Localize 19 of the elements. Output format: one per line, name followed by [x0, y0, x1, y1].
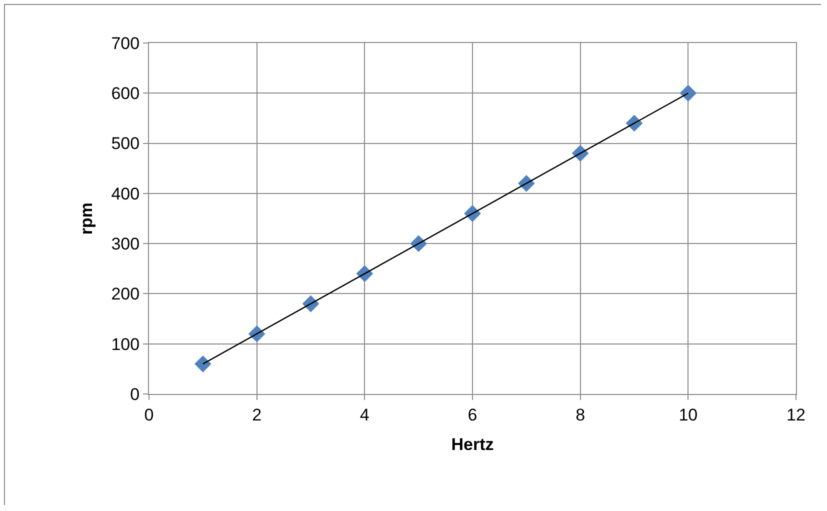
y-tick-label: 100 [111, 334, 140, 354]
x-tick-label: 6 [468, 405, 478, 424]
y-tick-label: 700 [111, 34, 140, 53]
x-tick-label: 2 [252, 405, 262, 424]
x-tick-label: 0 [144, 405, 154, 424]
x-axis-title: Hertz [451, 434, 494, 454]
x-tick-label: 12 [786, 405, 806, 424]
y-tick-label: 0 [130, 384, 140, 404]
x-tick-label: 8 [576, 405, 586, 424]
point [194, 355, 212, 372]
point [680, 84, 697, 102]
x-tick-label: 4 [360, 405, 370, 424]
y-tick-label: 400 [111, 184, 140, 204]
x-tick-label: 10 [678, 405, 698, 424]
y-axis-title: rpm [76, 202, 96, 235]
y-tick-label: 300 [111, 234, 140, 254]
y-tick-label: 600 [111, 84, 140, 104]
y-tick-label: 200 [111, 284, 140, 304]
y-tick-label: 500 [111, 134, 140, 154]
